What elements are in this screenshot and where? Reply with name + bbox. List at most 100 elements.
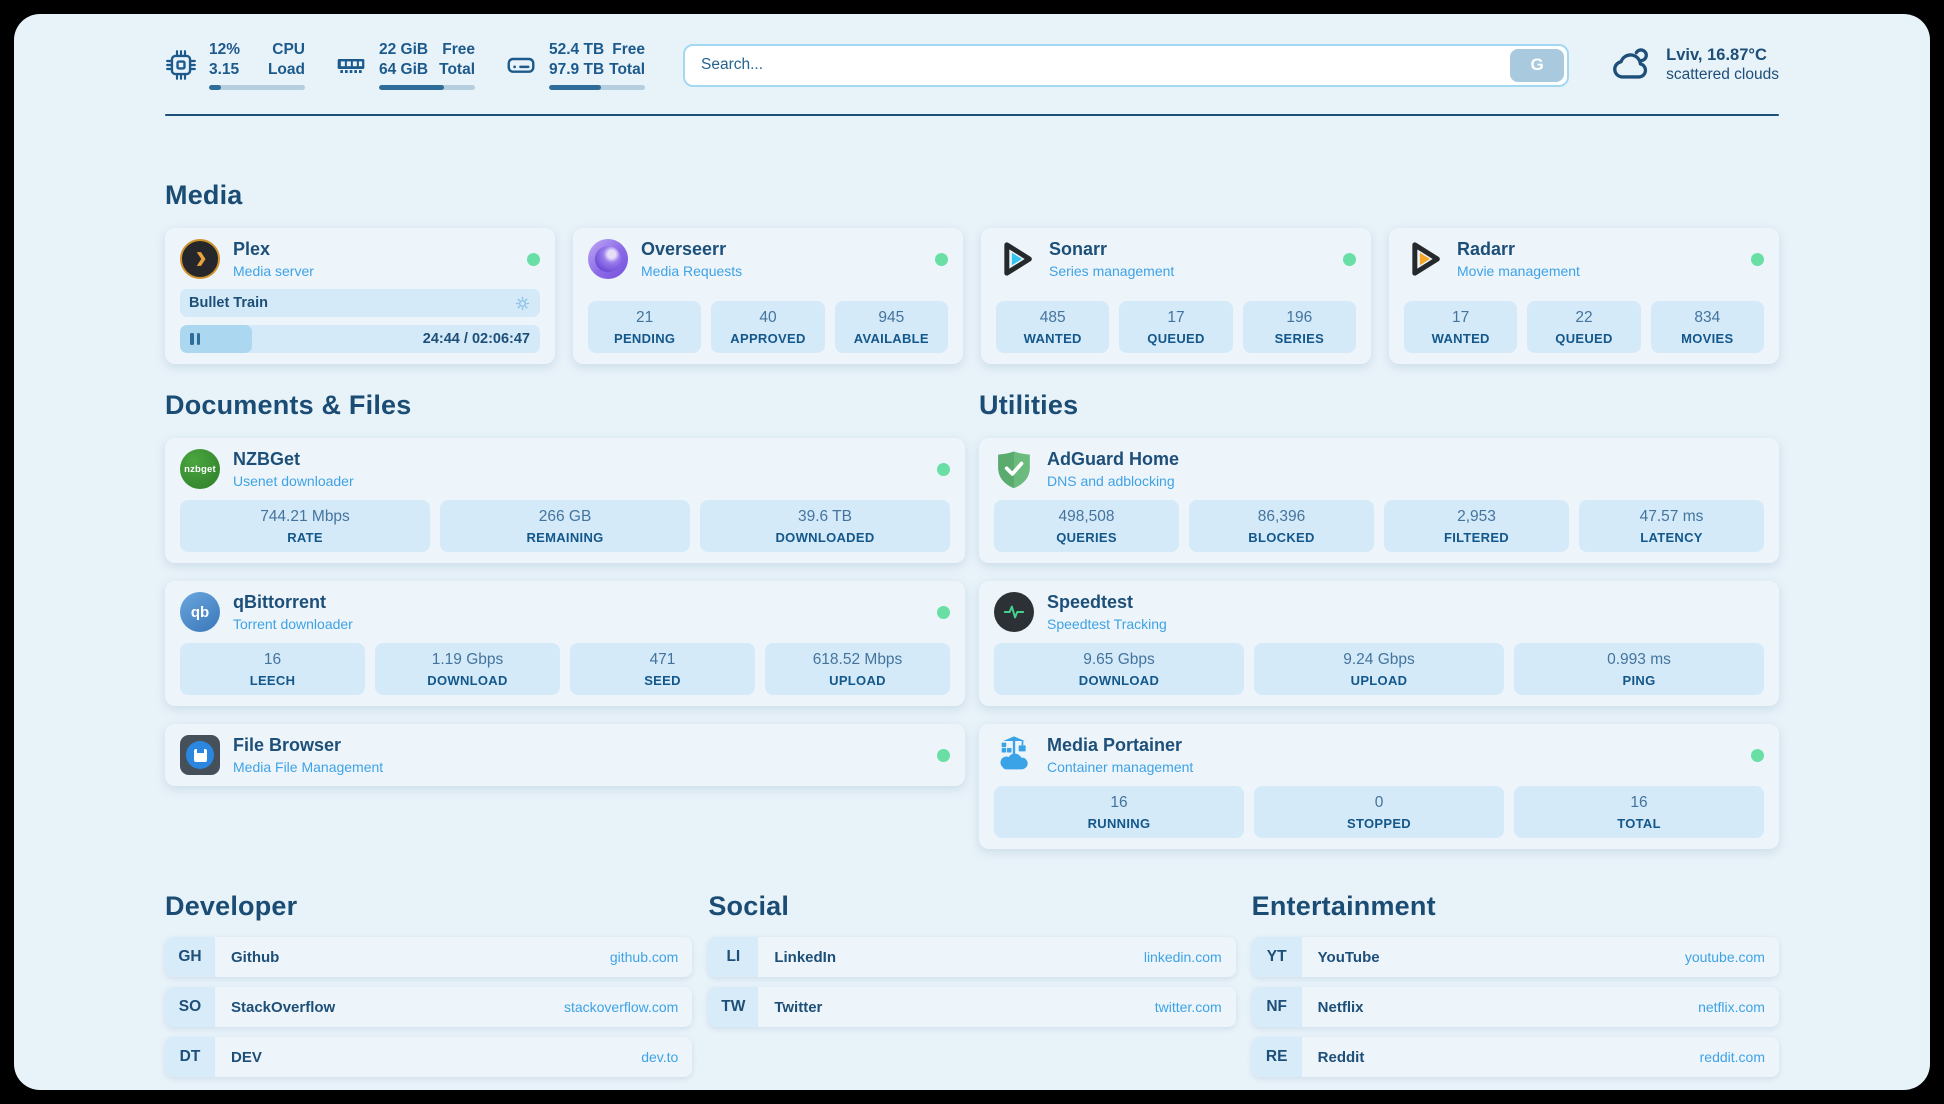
ram-stat-widget: 22 GiB 64 GiB Free Total [335,40,475,90]
status-online-dot [935,252,948,266]
bookmark-url: linkedin.com [1143,949,1222,965]
stat-pill: 21 PENDING [588,301,702,353]
settings-icon[interactable] [514,295,531,312]
disk-free-label: Free [612,41,645,59]
stat-pill: 16 LEECH [180,643,365,695]
cpu-progress-fill [209,84,221,90]
app-name: Radarr [1457,239,1516,260]
sonarr-icon [996,239,1036,279]
disk-progress-track [549,84,645,90]
portainer-icon [994,735,1034,775]
stat-pill: 86,396 BLOCKED [1189,500,1374,552]
stat-value: 16 [263,651,282,668]
bookmark-name: Reddit [1317,1048,1365,1066]
bookmark-twitter[interactable]: TW Twitter twitter.com [708,987,1236,1027]
radarr-icon [1404,239,1444,279]
bookmark-abbr: NF [1251,987,1302,1027]
disk-icon [505,49,537,81]
stat-value: 22 [1575,309,1593,326]
stat-label: PENDING [613,331,676,346]
cpu-stat-widget: 12% 3.15 CPU Load [165,40,305,90]
link-group-developer: Developer GH Github github.com SO StackO… [165,889,693,1077]
overseerr-icon [588,239,628,279]
ram-free-value: 22 GiB [379,41,429,59]
stat-pill: 17 QUEUED [1119,301,1233,353]
stat-value: 834 [1694,309,1721,326]
app-card-plex[interactable]: Plex Media server Bullet Train [165,228,555,364]
disk-progress-fill [549,84,601,90]
bookmark-stackoverflow[interactable]: SO StackOverflow stackoverflow.com [165,987,693,1027]
stat-pill: 266 GB REMAINING [440,500,690,552]
stat-value: 498,508 [1058,508,1115,525]
bookmark-dev[interactable]: DT DEV dev.to [165,1037,693,1077]
stat-label: APPROVED [730,331,806,346]
section-links: Developer GH Github github.com SO StackO… [165,889,1779,1077]
search-box: G [683,43,1570,87]
bookmark-linkedin[interactable]: LI LinkedIn linkedin.com [708,937,1236,977]
app-card-radarr[interactable]: Radarr Movie management 17 WANTED 22 QUE… [1389,228,1779,364]
status-online-dot [937,462,950,476]
bookmark-netflix[interactable]: NF Netflix netflix.com [1251,987,1779,1027]
app-card-qbittorrent[interactable]: qb qBittorrent Torrent downloader 16 LEE… [165,581,965,706]
bookmark-url: dev.to [641,1049,679,1065]
app-card-filebrowser[interactable]: File Browser Media File Management [165,724,965,786]
app-subtitle: Media server [233,262,314,279]
app-card-sonarr[interactable]: Sonarr Series management 485 WANTED 17 Q… [981,228,1371,364]
app-card-portainer[interactable]: Media Portainer Container management 16 … [979,724,1779,849]
stat-label: DOWNLOADED [775,530,875,545]
bookmark-youtube[interactable]: YT YouTube youtube.com [1251,937,1779,977]
adguard-icon [994,449,1034,489]
bookmark-name: YouTube [1317,948,1380,966]
bookmark-abbr: TW [708,987,759,1027]
section-title-documents: Documents & Files [165,390,412,420]
pause-icon[interactable] [190,333,200,345]
stat-value: 485 [1039,309,1066,326]
cpu-icon [165,49,197,81]
app-subtitle: Media Requests [641,262,743,279]
stat-value: 2,953 [1457,508,1496,525]
top-bar: 12% 3.15 CPU Load [165,40,1779,90]
now-playing-bar: Bullet Train [180,289,540,317]
link-group-social: Social LI LinkedIn linkedin.com TW Twitt… [708,889,1236,1027]
stat-pill: 9.65 Gbps DOWNLOAD [994,643,1244,695]
app-name: NZBGet [233,449,300,470]
app-name: AdGuard Home [1047,449,1180,470]
disk-stat-widget: 52.4 TB 97.9 TB Free Total [505,40,645,90]
stat-label: PING [1622,673,1656,688]
stat-pill: 834 MOVIES [1650,301,1764,353]
stat-label: QUEUED [1555,331,1613,346]
app-card-adguard[interactable]: AdGuard Home DNS and adblocking 498,508 … [979,438,1779,563]
app-name: Media Portainer [1047,735,1183,756]
bookmark-reddit[interactable]: RE Reddit reddit.com [1251,1037,1779,1077]
stat-value: 471 [649,651,676,668]
stat-pill: 471 SEED [570,643,755,695]
weather-condition: scattered clouds [1666,66,1779,83]
status-online-dot [1751,252,1764,266]
bookmark-abbr: YT [1251,937,1302,977]
stat-label: LATENCY [1640,530,1703,545]
app-card-overseerr[interactable]: Overseerr Media Requests 21 PENDING 40 A… [573,228,963,364]
search-input[interactable] [683,43,1570,87]
bookmark-github[interactable]: GH Github github.com [165,937,693,977]
search-engine-button[interactable]: G [1510,48,1565,82]
app-subtitle: Speedtest Tracking [1047,615,1167,632]
stat-label: QUERIES [1056,530,1117,545]
stat-label: MOVIES [1681,331,1734,346]
app-subtitle: Usenet downloader [233,472,354,489]
app-card-nzbget[interactable]: nzbget NZBGet Usenet downloader 744.21 M… [165,438,965,563]
section-title-developer: Developer [165,891,298,921]
section-documents-utilities: Documents & Files nzbget NZBGet Usenet d… [165,388,1779,849]
stat-value: 618.52 Mbps [812,651,903,668]
section-title-media: Media [165,180,243,210]
bookmark-url: stackoverflow.com [563,999,679,1015]
stat-pill: 39.6 TB DOWNLOADED [700,500,950,552]
status-online-dot [1343,252,1356,266]
app-card-speedtest[interactable]: Speedtest Speedtest Tracking 9.65 Gbps D… [979,581,1779,706]
load-label: Load [267,61,305,78]
stat-value: 266 GB [538,508,592,525]
stat-value: 47.57 ms [1639,508,1704,525]
app-name: Overseerr [641,239,727,260]
status-online-dot [937,748,950,762]
stat-label: LEECH [249,673,296,688]
bookmark-name: Github [231,948,280,966]
